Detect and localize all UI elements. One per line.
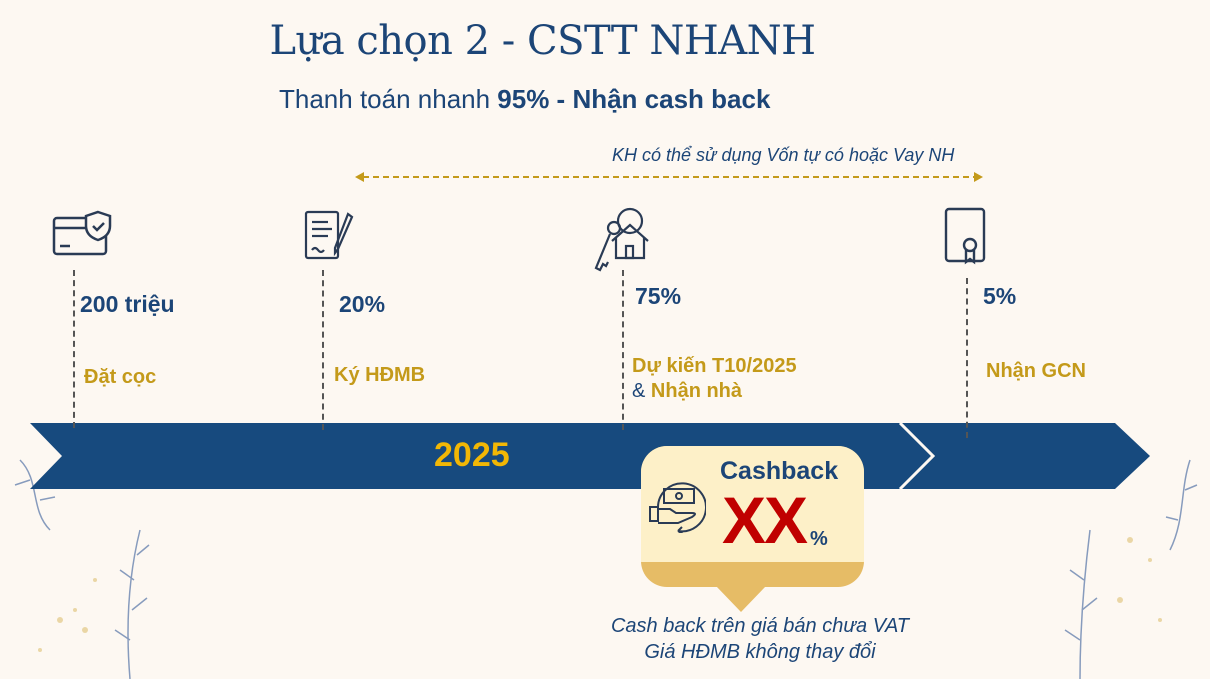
callout-pointer [716, 586, 766, 612]
certificate-icon [944, 207, 990, 267]
key-house-icon [592, 206, 658, 272]
contract-pen-icon [304, 210, 354, 260]
footnote-line: Cash back trên giá bán chưa VAT [610, 615, 910, 637]
card-shield-icon [52, 210, 114, 256]
cashback-unit: % [810, 528, 828, 550]
footnote-line: Giá HĐMB không thay đổi [644, 641, 876, 663]
cashback-footnote: Cash back trên giá bán chưa VAT Giá HĐMB… [560, 613, 960, 665]
range-note: KH có thể sử dụng Vốn tự có hoặc Vay NH [612, 145, 955, 165]
range-arrow [355, 172, 983, 182]
milestone-label-line1: Dự kiến T10/2025 [632, 355, 797, 377]
milestone-connector [622, 270, 624, 430]
milestone-connector [73, 270, 75, 428]
ampersand: & [632, 380, 651, 402]
subtitle-highlight: 95% - Nhận cash back [497, 84, 771, 114]
cashback-value: XX [722, 483, 808, 557]
timeline-year: 2025 [434, 436, 510, 474]
milestone-label-line2: & Nhận nhà [632, 379, 797, 404]
milestone-amount: 200 triệu [80, 291, 175, 317]
milestone-label: Đặt cọc [84, 366, 157, 388]
milestone-connector [966, 278, 968, 438]
milestone-label-line2-text: Nhận nhà [650, 380, 743, 402]
milestone-label: Dự kiến T10/2025 & Nhận nhà [632, 354, 797, 404]
milestone-label: Ký HĐMB [334, 364, 426, 386]
cashback-title: Cashback [720, 457, 839, 485]
cash-hand-icon [648, 477, 706, 533]
milestone-connector [322, 270, 324, 430]
milestone-amount: 5% [983, 283, 1017, 309]
subtitle: Thanh toán nhanh 95% - Nhận cash back [279, 84, 770, 115]
page-title: Lựa chọn 2 - CSTT NHANH [269, 18, 816, 64]
botanical-decoration-left [14, 459, 150, 679]
timeline-band [30, 423, 1150, 490]
milestone-amount: 20% [339, 291, 386, 317]
milestone-amount: 75% [635, 283, 682, 309]
subtitle-prefix: Thanh toán nhanh [279, 84, 498, 114]
milestone-label: Nhận GCN [986, 360, 1086, 382]
botanical-decoration-right [1064, 459, 1198, 679]
